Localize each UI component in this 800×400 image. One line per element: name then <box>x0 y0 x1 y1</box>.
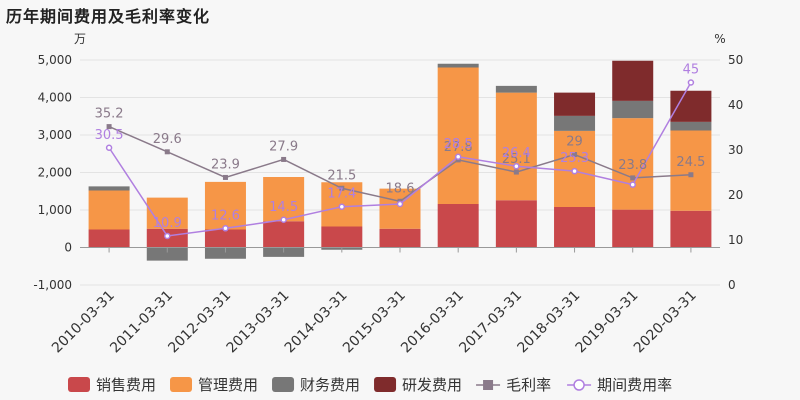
bar-管理费用 <box>495 92 537 201</box>
data-label-期间费用率: 25.3 <box>560 151 589 166</box>
data-label-期间费用率: 12.6 <box>211 208 240 223</box>
marker-期间费用率 <box>396 200 404 208</box>
x-tick-label: 2020-03-31 <box>631 288 700 357</box>
bar-销售费用 <box>263 221 305 248</box>
data-label-毛利率: 18.6 <box>386 181 415 196</box>
bar-销售费用 <box>495 200 537 248</box>
y-right-tick-label: 0 <box>728 278 736 292</box>
legend-label-销售费用: 销售费用 <box>96 376 156 394</box>
legend-swatch-销售费用 <box>68 377 90 392</box>
marker-期间费用率 <box>687 79 695 86</box>
marker-期间费用率 <box>513 162 520 170</box>
legend-swatch-管理费用 <box>170 377 193 392</box>
legend-swatch-财务费用 <box>272 377 295 392</box>
marker-毛利率 <box>572 152 578 157</box>
y-left-tick-label: 1,000 <box>38 203 72 217</box>
marker-毛利率 <box>106 124 112 130</box>
data-label-期间费用率: 30.5 <box>95 128 124 143</box>
marker-毛利率 <box>339 185 345 191</box>
legend-swatch-研发费用 <box>374 377 397 392</box>
y-right-tick-label: 10 <box>728 233 743 247</box>
legend-label-研发费用: 研发费用 <box>402 376 462 394</box>
marker-毛利率 <box>222 174 228 180</box>
marker-期间费用率 <box>454 153 462 160</box>
legend-label-期间费用率: 期间费用率 <box>597 376 672 394</box>
bar-销售费用 <box>554 207 596 248</box>
y-right-unit: % <box>714 32 725 46</box>
marker-期间费用率 <box>629 181 636 188</box>
legend-label-毛利率: 毛利率 <box>506 376 551 394</box>
y-left-tick-label: 2,000 <box>38 166 72 180</box>
data-label-毛利率: 24.5 <box>676 155 705 170</box>
y-right-tick-label: 50 <box>728 53 743 67</box>
bar-财务费用 <box>670 121 712 131</box>
marker-毛利率 <box>513 169 519 175</box>
marker-期间费用率 <box>105 144 113 151</box>
marker-期间费用率 <box>338 203 346 210</box>
data-label-毛利率: 27.9 <box>269 139 298 154</box>
marker-期间费用率 <box>164 232 171 240</box>
y-right-tick-label: 20 <box>728 188 743 202</box>
y-right-tick-label: 30 <box>728 143 743 157</box>
data-label-期间费用率: 45 <box>683 63 700 78</box>
bar-管理费用 <box>263 177 305 222</box>
bar-财务费用 <box>437 63 479 68</box>
marker-期间费用率 <box>571 167 578 175</box>
data-label-毛利率: 23.9 <box>211 157 240 172</box>
bar-财务费用 <box>204 247 246 259</box>
bar-管理费用 <box>146 197 188 229</box>
bar-管理费用 <box>88 190 130 230</box>
marker-毛利率 <box>281 156 287 162</box>
data-label-毛利率: 29 <box>566 135 583 150</box>
bar-管理费用 <box>612 118 654 210</box>
data-label-毛利率: 35.2 <box>95 107 124 122</box>
data-label-毛利率: 27.8 <box>444 140 473 155</box>
bar-销售费用 <box>204 229 246 248</box>
legend-label-管理费用: 管理费用 <box>198 376 258 394</box>
data-label-毛利率: 29.6 <box>153 132 182 147</box>
data-label-期间费用率: 17.4 <box>327 187 356 202</box>
legend-marker-毛利率 <box>483 380 494 390</box>
bar-财务费用 <box>146 247 188 261</box>
y-left-tick-label: 4,000 <box>38 91 72 105</box>
bar-财务费用 <box>88 186 130 191</box>
data-label-期间费用率: 14.5 <box>269 200 298 215</box>
bar-销售费用 <box>670 210 712 248</box>
bar-管理费用 <box>379 188 421 229</box>
bar-销售费用 <box>437 204 479 248</box>
marker-毛利率 <box>630 175 636 181</box>
marker-期间费用率 <box>222 225 229 232</box>
bar-管理费用 <box>670 130 712 211</box>
bar-销售费用 <box>379 228 421 248</box>
bar-管理费用 <box>204 181 246 230</box>
marker-毛利率 <box>688 172 694 178</box>
y-left-tick-label: 0 <box>64 241 72 255</box>
data-label-期间费用率: 10.9 <box>153 216 182 231</box>
marker-期间费用率 <box>280 216 287 223</box>
data-label-毛利率: 21.5 <box>327 168 356 183</box>
bar-销售费用 <box>88 229 130 248</box>
bar-研发费用 <box>612 60 654 101</box>
data-label-期间费用率: 26.4 <box>502 146 531 161</box>
bar-销售费用 <box>321 226 363 248</box>
bar-财务费用 <box>554 115 596 131</box>
bar-财务费用 <box>495 85 537 93</box>
bar-财务费用 <box>612 100 654 119</box>
bar-研发费用 <box>554 92 596 116</box>
y-left-tick-label: 5,000 <box>38 53 72 67</box>
y-right-tick-label: 40 <box>728 98 743 112</box>
y-left-tick-label: 3,000 <box>38 128 72 142</box>
y-left-tick-label: -1,000 <box>33 278 72 292</box>
data-label-毛利率: 23.8 <box>618 158 647 173</box>
chart-title: 历年期间费用及毛利率变化 <box>6 7 211 26</box>
marker-毛利率 <box>164 149 170 155</box>
legend-marker-期间费用率 <box>573 379 585 391</box>
data-label-毛利率: 25.1 <box>502 152 531 167</box>
bar-管理费用 <box>437 67 479 204</box>
data-label-期间费用率: 28.5 <box>444 137 473 152</box>
legend-label-财务费用: 财务费用 <box>300 376 360 394</box>
y-left-unit: 万 <box>74 32 86 46</box>
bar-销售费用 <box>612 209 654 248</box>
